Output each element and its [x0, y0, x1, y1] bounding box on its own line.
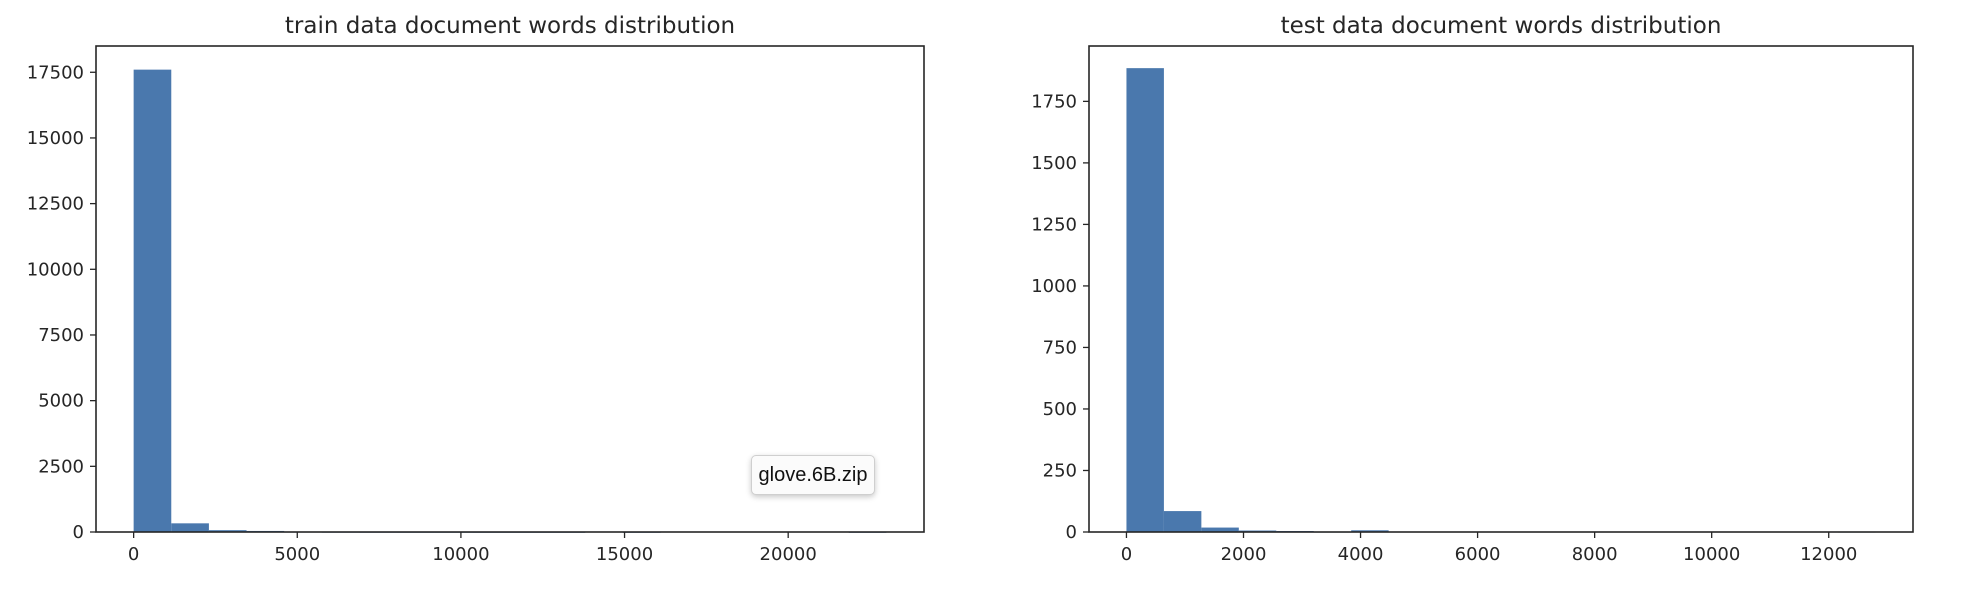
train-y-tick-label-5000: 5000: [38, 391, 84, 412]
test-histogram-bar-0: [1126, 68, 1164, 532]
train-y-tick-label-2500: 2500: [38, 456, 84, 477]
test-y-tick-label-1750: 1750: [1031, 91, 1077, 112]
train-y-tick-label-10000: 10000: [27, 259, 84, 280]
test-x-tick-label-2000: 2000: [1221, 544, 1267, 565]
test-histogram-bar-1: [1163, 511, 1202, 532]
train-histogram-bar-0: [133, 69, 172, 532]
train-y-tick-label-0: 0: [73, 522, 84, 543]
train-y-tick-label-7500: 7500: [38, 325, 84, 346]
train-x-tick-label-10000: 10000: [432, 544, 489, 565]
train-plot-frame: [95, 45, 925, 533]
train-chart-title: train data document words distribution: [285, 13, 735, 39]
train-y-tick-label-12500: 12500: [27, 194, 84, 215]
test-y-tick-label-1250: 1250: [1031, 214, 1077, 235]
test-histogram-bar-2: [1201, 527, 1239, 532]
test-y-tick-label-1500: 1500: [1031, 153, 1077, 174]
test-y-tick-label-1000: 1000: [1031, 276, 1077, 297]
test-y-tick-label-750: 750: [1043, 337, 1077, 358]
test-x-tick-label-10000: 10000: [1683, 544, 1740, 565]
test-x-tick-label-12000: 12000: [1800, 544, 1857, 565]
train-x-tick-label-20000: 20000: [760, 544, 817, 565]
file-tooltip: glove.6B.zip: [751, 455, 875, 495]
train-histogram: train data document words distribution 0…: [27, 13, 925, 565]
test-y-tick-label-250: 250: [1043, 460, 1077, 481]
test-chart-title: test data document words distribution: [1281, 13, 1722, 39]
test-x-tick-label-0: 0: [1121, 544, 1132, 565]
test-y-tick-label-0: 0: [1066, 522, 1077, 543]
test-x-tick-label-8000: 8000: [1572, 544, 1618, 565]
train-y-tick-label-15000: 15000: [27, 128, 84, 149]
train-histogram-bar-2: [208, 530, 247, 532]
test-plot-frame: [1088, 45, 1914, 533]
train-x-tick-label-15000: 15000: [596, 544, 653, 565]
train-histogram-bar-1: [171, 523, 209, 532]
test-x-tick-label-6000: 6000: [1455, 544, 1501, 565]
test-histogram: test data document words distribution 0 2…: [1031, 13, 1914, 565]
test-histogram-bar-6: [1351, 530, 1389, 532]
test-y-tick-label-500: 500: [1043, 399, 1077, 420]
train-x-tick-label-0: 0: [128, 544, 139, 565]
test-x-tick-label-4000: 4000: [1338, 544, 1384, 565]
train-x-tick-label-5000: 5000: [274, 544, 320, 565]
train-y-tick-label-17500: 17500: [27, 62, 84, 83]
